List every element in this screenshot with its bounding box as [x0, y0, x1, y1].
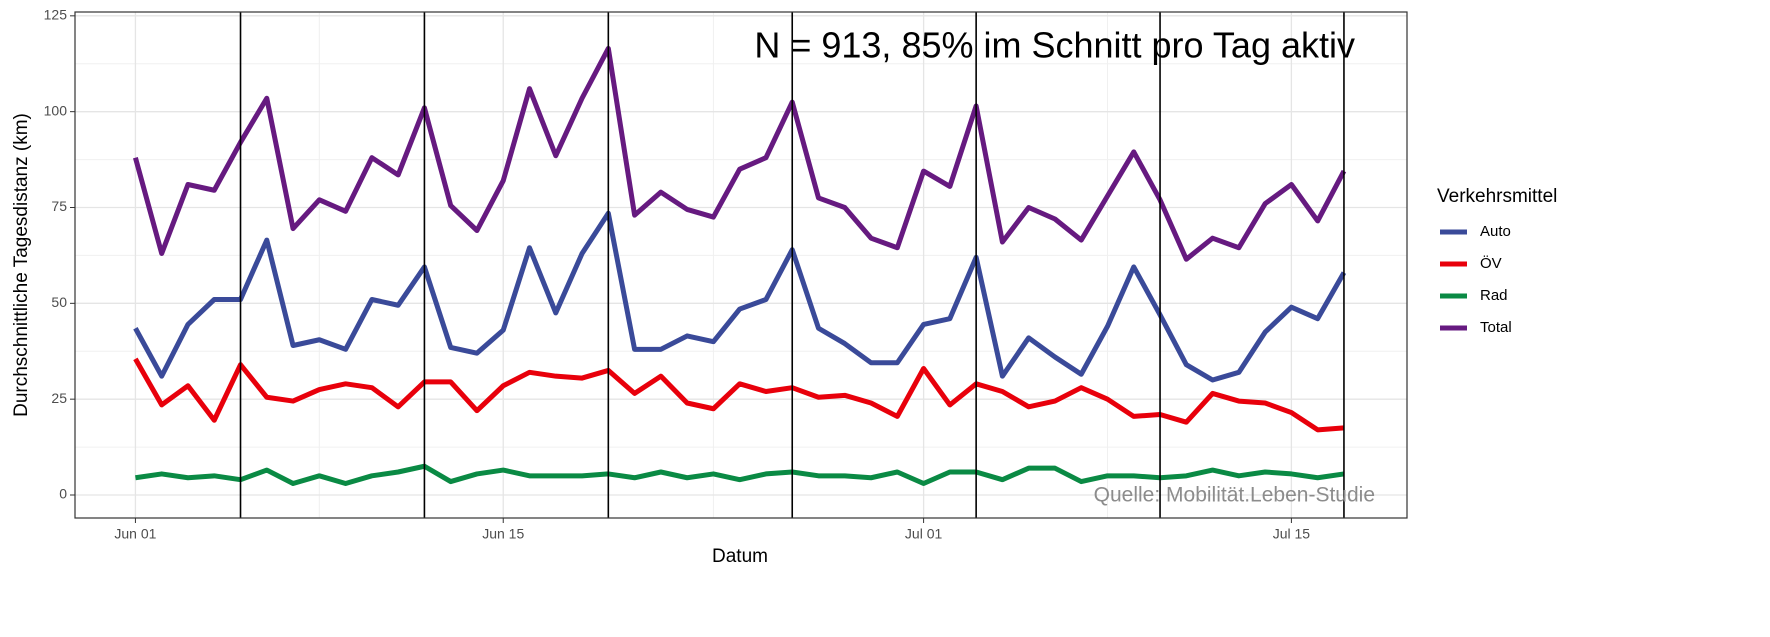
series-line [135, 463, 1345, 486]
y-axis-label: Durchschnittliche Tagesdistanz (km) [11, 113, 32, 417]
series-line [133, 45, 1347, 262]
legend-label: Rad [1480, 287, 1508, 304]
y-tick-label: 100 [44, 102, 68, 118]
x-axis-label: Datum [712, 546, 768, 567]
plot-layer: 0 25 50 75 100 125 Jun 01 Jun 15 Jul 01 Jul 15 [44, 7, 1408, 542]
y-tick-label: 50 [51, 294, 67, 310]
x-tick-label: Jul 01 [905, 526, 943, 542]
y-tick-label: 75 [51, 198, 67, 214]
series-line [133, 210, 1347, 383]
legend-label: Auto [1480, 223, 1511, 240]
legend-title: Verkehrsmittel [1437, 186, 1557, 207]
x-tick-label: Jul 15 [1273, 526, 1311, 542]
annotation: N = 913, 85% im Schnitt pro Tag aktiv [754, 25, 1355, 66]
y-tick-label: 0 [59, 486, 67, 502]
y-tick-label: 125 [44, 7, 68, 23]
x-tick-label: Jun 15 [482, 526, 524, 542]
series-line [133, 357, 1345, 433]
plot-border [74, 11, 1408, 519]
y-tick-label: 25 [51, 390, 67, 406]
source: Quelle: Mobilität.Leben-Studie [1094, 484, 1375, 507]
legend-label: Total [1480, 319, 1512, 336]
x-tick-label: Jun 01 [114, 526, 156, 542]
legend-label: ÖV [1480, 254, 1502, 272]
